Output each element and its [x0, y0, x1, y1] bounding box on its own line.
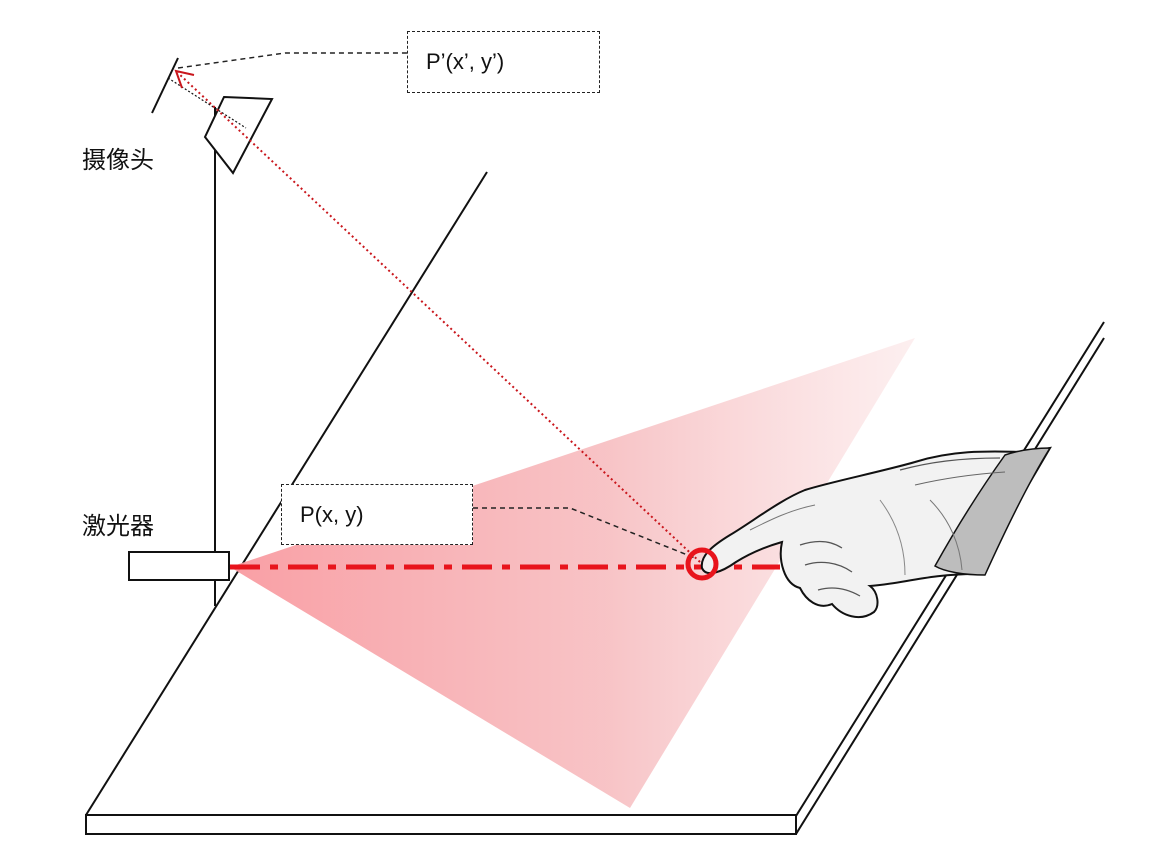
- laser-light-sheet: [230, 338, 915, 808]
- reflection-ray: [177, 72, 701, 563]
- reflection-ray-arrowhead: [174, 69, 195, 89]
- touch-point-text: P(x, y): [300, 501, 364, 527]
- touch-point-box: P(x, y): [281, 484, 473, 545]
- image-point-box: P’(x’, y’): [407, 31, 600, 93]
- laser-emitter-icon: [128, 551, 230, 581]
- pointing-hand-icon: [700, 446, 1052, 619]
- image-point-text: P’(x’, y’): [426, 49, 505, 74]
- touch-point-marker: [685, 547, 719, 581]
- laser-label: 激光器: [82, 512, 154, 540]
- camera-label: 摄像头: [82, 146, 154, 174]
- surface-right-edge-inner: [795, 337, 1105, 835]
- camera-icon: [151, 57, 274, 175]
- image-point-leader: [177, 52, 407, 69]
- surface-front-slab: [85, 814, 797, 835]
